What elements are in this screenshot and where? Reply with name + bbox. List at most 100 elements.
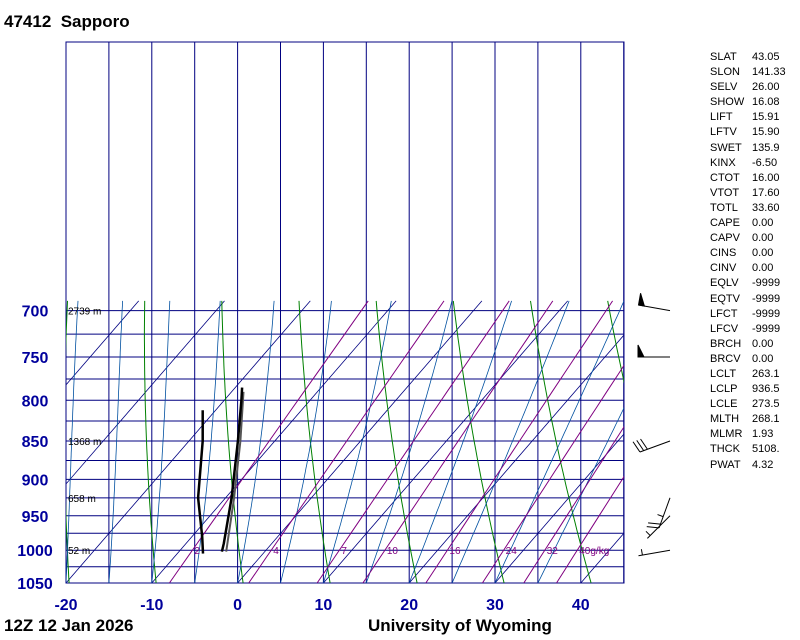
wind-barb bbox=[646, 497, 671, 529]
index-row: CINS 0.00 bbox=[710, 246, 786, 261]
moist-adiabat-line bbox=[108, 300, 123, 583]
index-value: 15.90 bbox=[752, 126, 780, 139]
moist-adiabat-line bbox=[537, 407, 624, 583]
pressure-tick-label: 950 bbox=[22, 509, 49, 526]
height-label: 658 m bbox=[68, 494, 96, 505]
wind-barb-staff bbox=[658, 497, 671, 529]
height-label: 52 m bbox=[68, 546, 90, 557]
pressure-tick-label: 1000 bbox=[17, 543, 53, 560]
index-value: 0.00 bbox=[752, 247, 774, 260]
index-name: TOTL bbox=[710, 201, 738, 214]
index-name: CINS bbox=[710, 247, 737, 260]
dry-adiabat-line bbox=[221, 300, 244, 583]
index-value: 33.60 bbox=[752, 201, 780, 214]
footer-source: University of Wyoming bbox=[368, 616, 552, 635]
indices-table: SLAT 43.05 SLON 141.33 SELV 26.00 SHOW 16.08 LIF… bbox=[710, 50, 786, 473]
dewpoint-profile bbox=[196, 410, 205, 554]
temperature-tick-label: -20 bbox=[54, 597, 77, 614]
index-row: BRCH 0.00 bbox=[710, 337, 786, 352]
moist-adiabat-line bbox=[280, 300, 332, 583]
wind-barb-staff bbox=[647, 515, 671, 539]
isotherm-line bbox=[66, 300, 140, 386]
mixing-ratio-label: 24 bbox=[506, 546, 518, 557]
index-row: EQLV -9999 bbox=[710, 276, 786, 291]
mixing-ratio-label: 40g/kg bbox=[579, 546, 609, 557]
index-name: CTOT bbox=[710, 171, 740, 184]
height-label: 1368 m bbox=[68, 437, 101, 448]
index-row: THCK 5108. bbox=[710, 442, 786, 457]
isotherm-line bbox=[151, 300, 397, 583]
wind-barbs bbox=[632, 293, 671, 557]
dry-adiabat-line bbox=[298, 300, 331, 583]
index-value: 5108. bbox=[752, 443, 780, 456]
index-value: 16.00 bbox=[752, 171, 780, 184]
index-value: 135.9 bbox=[752, 141, 780, 154]
index-value: 0.00 bbox=[752, 352, 774, 365]
temperature-tick-label: 0 bbox=[233, 597, 242, 614]
isotherm-line bbox=[408, 334, 624, 583]
mixing-ratio-line bbox=[168, 300, 369, 583]
isotherm-line bbox=[323, 300, 569, 583]
isotherm-line bbox=[66, 300, 311, 583]
mixing-ratio-label: 10 bbox=[387, 546, 399, 557]
index-name: SELV bbox=[710, 81, 738, 94]
mixing-ratio-label: 7 bbox=[341, 546, 347, 557]
moist-adiabat-line bbox=[408, 300, 512, 583]
moist-adiabat-line bbox=[151, 300, 171, 583]
index-row: LCLP 936.5 bbox=[710, 382, 786, 397]
index-value: 0.00 bbox=[752, 337, 774, 350]
index-row: CTOT 16.00 bbox=[710, 171, 786, 186]
index-value: 141.33 bbox=[752, 66, 786, 79]
index-value: 16.08 bbox=[752, 96, 780, 109]
index-name: LFCT bbox=[710, 307, 738, 320]
mixing-ratio-line bbox=[362, 300, 554, 583]
isotherm-line bbox=[494, 433, 624, 583]
sounding-profiles bbox=[196, 387, 245, 554]
mixing-ratio-label: 2 bbox=[194, 546, 200, 557]
dry-adiabat-line bbox=[143, 300, 157, 583]
wind-barb-half-flag bbox=[640, 549, 643, 556]
wind-barb-flag bbox=[640, 438, 648, 450]
index-name: EQLV bbox=[710, 277, 739, 290]
index-name: SLON bbox=[710, 66, 740, 79]
moist-adiabat-line bbox=[194, 300, 221, 583]
dry-adiabat-line bbox=[66, 300, 70, 583]
index-row: KINX -6.50 bbox=[710, 156, 786, 171]
index-name: KINX bbox=[710, 156, 736, 169]
index-row: LFCV -9999 bbox=[710, 322, 786, 337]
index-name: BRCV bbox=[710, 352, 741, 365]
index-name: LFTV bbox=[710, 126, 737, 139]
index-row: SHOW 16.08 bbox=[710, 95, 786, 110]
wind-barb bbox=[645, 515, 671, 539]
index-name: SHOW bbox=[710, 96, 745, 109]
temperature-tick-label: 10 bbox=[315, 597, 333, 614]
moist-adiabat-line bbox=[494, 300, 624, 583]
mixing-ratio-line bbox=[523, 425, 624, 583]
index-value: 26.00 bbox=[752, 81, 780, 94]
height-label: 2739 m bbox=[68, 307, 101, 318]
index-name: MLMR bbox=[710, 428, 743, 441]
index-name: SWET bbox=[710, 141, 742, 154]
index-row: CINV 0.00 bbox=[710, 261, 786, 276]
index-row: CAPE 0.00 bbox=[710, 216, 786, 231]
index-row: LCLT 263.1 bbox=[710, 367, 786, 382]
wind-barb bbox=[637, 344, 670, 358]
index-name: BRCH bbox=[710, 337, 742, 350]
background-grid bbox=[65, 41, 625, 584]
dry-adiabat-line bbox=[530, 300, 592, 583]
moist-adiabat-line bbox=[66, 300, 79, 583]
mixing-ratio-line bbox=[248, 300, 445, 583]
isotherm-line bbox=[580, 532, 624, 583]
moist-adiabat-line bbox=[451, 300, 570, 583]
index-value: -6.50 bbox=[752, 156, 778, 169]
axis-labels: 1050 1000 950 900 850 800 750 700 -20 -10 0 10 20 30 4… bbox=[17, 304, 609, 614]
index-row: CAPV 0.00 bbox=[710, 231, 786, 246]
index-name: LCLP bbox=[710, 383, 738, 396]
index-name: VTOT bbox=[710, 186, 740, 199]
index-value: 263.1 bbox=[752, 367, 780, 380]
index-value: 43.05 bbox=[752, 51, 780, 63]
wind-barb-half-flag bbox=[645, 530, 651, 536]
wind-barb bbox=[637, 293, 671, 312]
pressure-tick-label: 700 bbox=[22, 304, 49, 321]
pressure-tick-label: 850 bbox=[22, 434, 49, 451]
